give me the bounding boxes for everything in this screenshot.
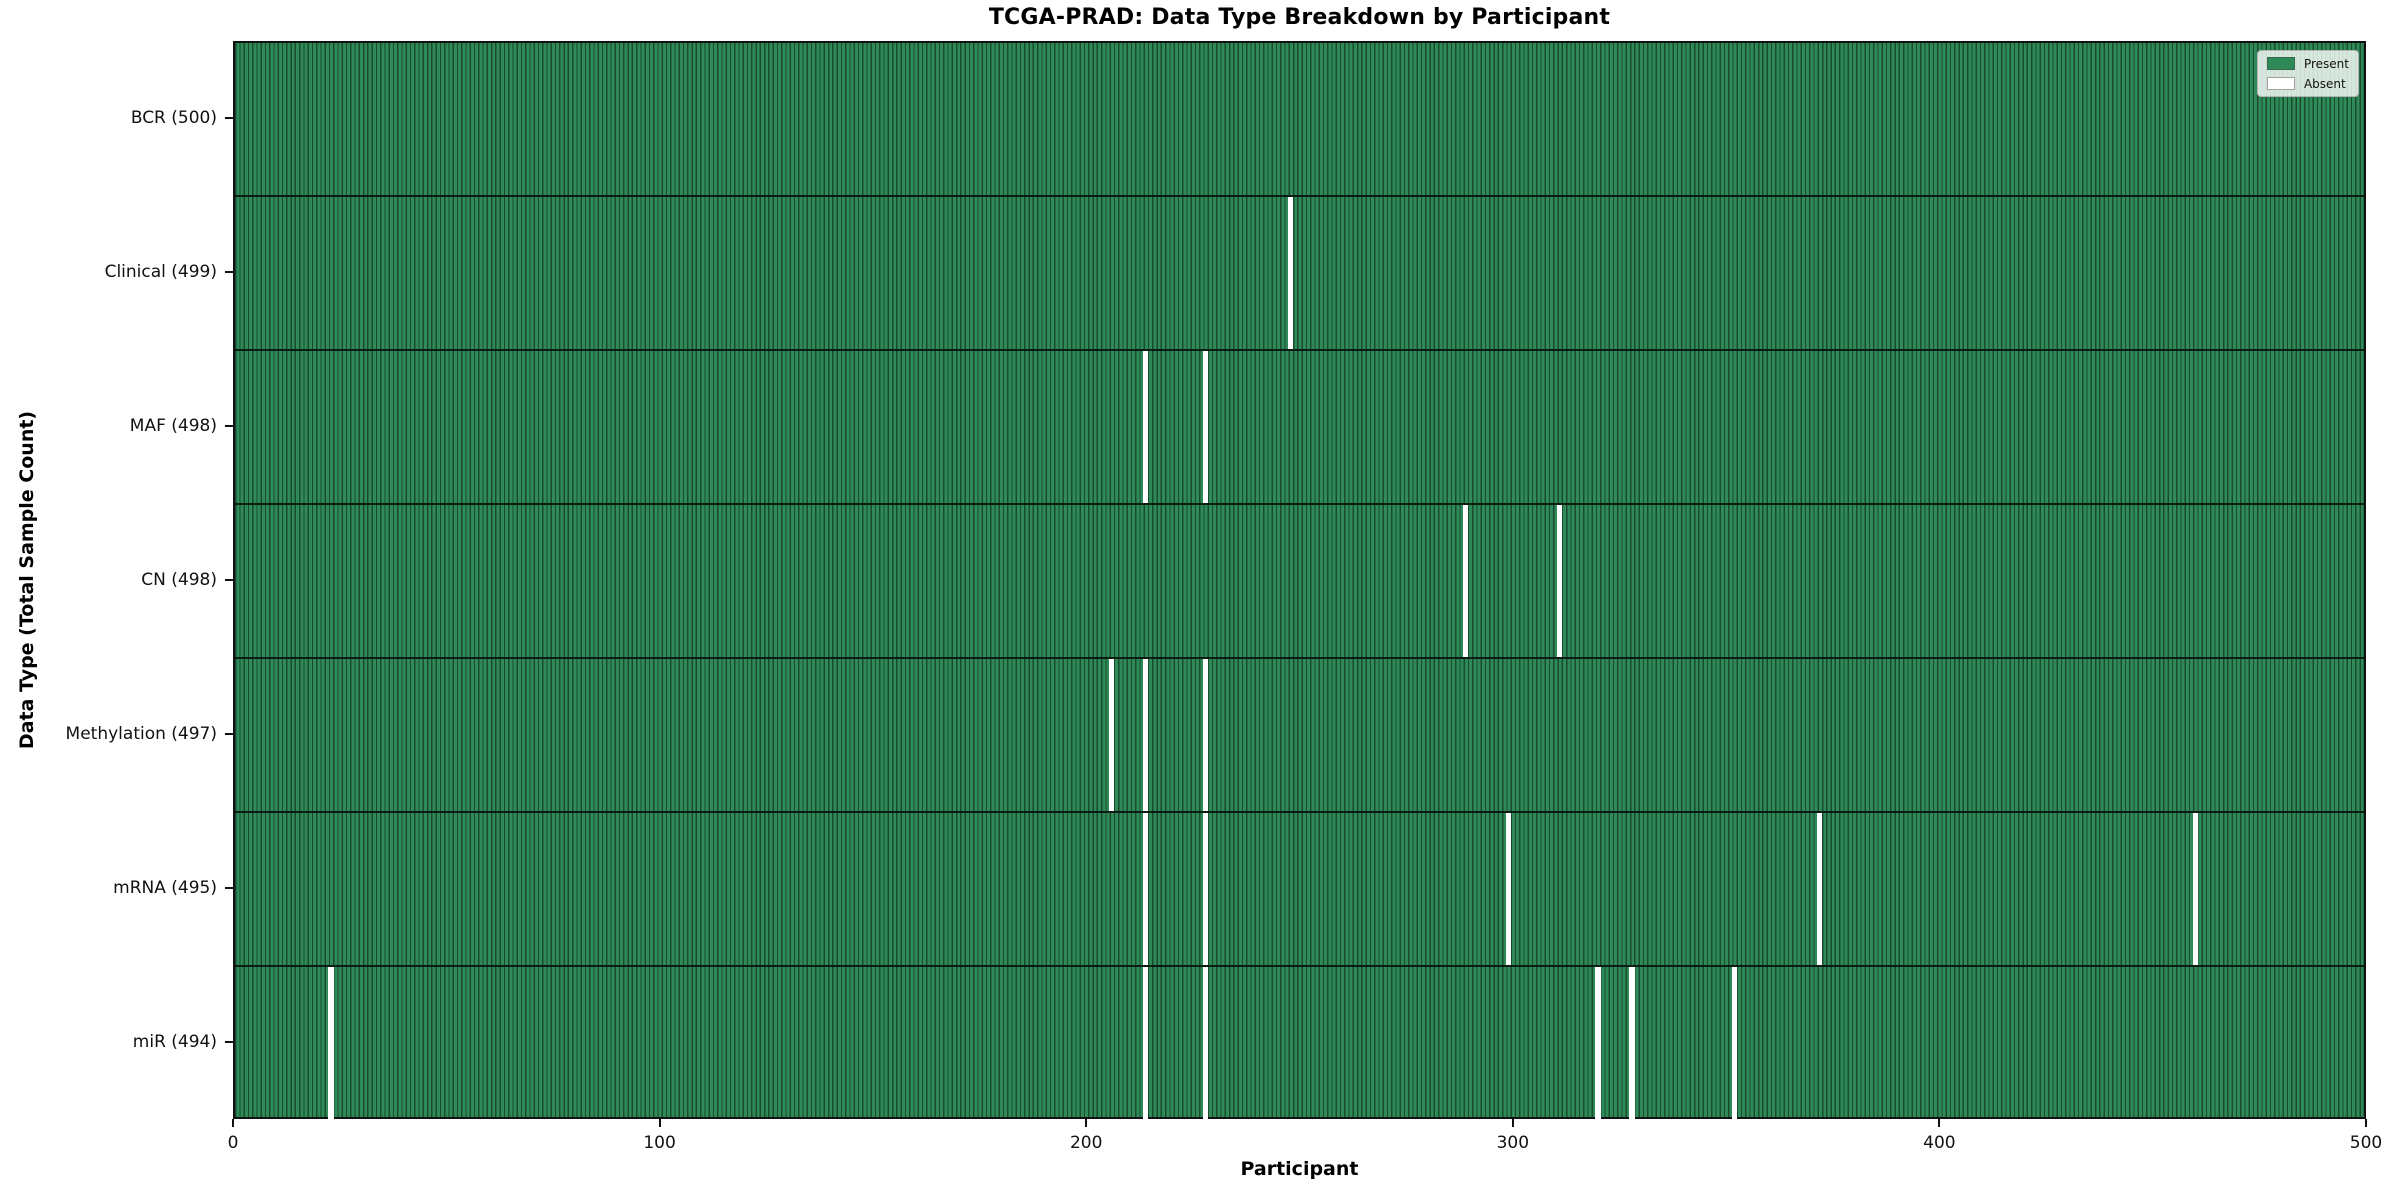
absent-gap-cn-288 bbox=[1463, 505, 1469, 657]
y-tick-label-maf: MAF (498) bbox=[129, 416, 217, 436]
y-tick-mrna bbox=[225, 887, 233, 889]
x-axis-label: Participant bbox=[1240, 1158, 1359, 1180]
legend-label-absent: Absent bbox=[2303, 76, 2346, 91]
x-tick-label-0: 0 bbox=[227, 1133, 239, 1153]
absent-gap-mrna-371 bbox=[1817, 813, 1823, 965]
x-tick-100 bbox=[658, 1119, 661, 1127]
absent-gap-mir-351 bbox=[1731, 967, 1738, 1121]
absent-gap-maf-213 bbox=[1143, 351, 1149, 503]
x-tick-label-100: 100 bbox=[643, 1133, 676, 1153]
chart-title: TCGA-PRAD: Data Type Breakdown by Partic… bbox=[988, 5, 1611, 30]
legend-entry-present: Present bbox=[2266, 56, 2349, 71]
heatmap-row-clinical bbox=[235, 197, 2364, 351]
y-tick-label-mir: miR (494) bbox=[132, 1032, 217, 1052]
absent-gap-mir-327 bbox=[1629, 967, 1635, 1121]
plot-area: Present Absent bbox=[233, 41, 2366, 1121]
y-tick-label-cn: CN (498) bbox=[141, 570, 217, 590]
x-tick-label-300: 300 bbox=[1496, 1133, 1530, 1153]
y-tick-clinical bbox=[225, 271, 233, 273]
absent-gap-methylation-205 bbox=[1109, 659, 1115, 811]
x-tick-300 bbox=[1511, 1119, 1514, 1127]
y-tick-label-clinical: Clinical (499) bbox=[104, 262, 217, 282]
y-tick-mir bbox=[225, 1041, 233, 1043]
x-tick-200 bbox=[1085, 1119, 1088, 1127]
absent-gap-clinical-247 bbox=[1288, 197, 1294, 349]
heatmap-row-bcr bbox=[235, 43, 2364, 197]
heatmap-row-mrna bbox=[235, 813, 2364, 967]
legend-entry-absent: Absent bbox=[2266, 76, 2349, 91]
legend-swatch-absent-icon bbox=[2266, 77, 2295, 90]
y-tick-label-methylation: Methylation (497) bbox=[65, 724, 217, 744]
absent-gap-mir-227 bbox=[1202, 967, 1209, 1121]
x-tick-label-400: 400 bbox=[1923, 1133, 1956, 1153]
heatmap-row-mir bbox=[235, 967, 2364, 1121]
x-tick-label-200: 200 bbox=[1069, 1133, 1103, 1153]
x-tick-500 bbox=[2365, 1119, 2367, 1127]
legend: Present Absent bbox=[2256, 50, 2359, 97]
y-tick-maf bbox=[225, 425, 233, 427]
legend-swatch-present-icon bbox=[2266, 57, 2295, 70]
absent-gap-methylation-213 bbox=[1143, 659, 1149, 811]
x-tick-label-500: 500 bbox=[2349, 1133, 2383, 1153]
y-tick-label-mrna: mRNA (495) bbox=[113, 878, 217, 898]
legend-label-present: Present bbox=[2303, 56, 2349, 71]
absent-gap-mrna-298 bbox=[1505, 813, 1512, 965]
x-tick-0 bbox=[232, 1119, 234, 1127]
y-tick-label-bcr: BCR (500) bbox=[130, 108, 217, 128]
y-tick-methylation bbox=[225, 733, 233, 735]
absent-gap-maf-227 bbox=[1202, 351, 1209, 503]
y-tick-bcr bbox=[225, 117, 233, 119]
absent-gap-mir-213 bbox=[1143, 967, 1149, 1121]
absent-gap-mrna-227 bbox=[1202, 813, 1209, 965]
absent-gap-mrna-459 bbox=[2192, 813, 2198, 965]
heatmap-row-maf bbox=[235, 351, 2364, 505]
absent-gap-mir-319 bbox=[1595, 967, 1601, 1121]
absent-gap-mrna-213 bbox=[1143, 813, 1149, 965]
x-tick-400 bbox=[1938, 1119, 1941, 1127]
y-tick-cn bbox=[225, 579, 233, 581]
heatmap-row-cn bbox=[235, 505, 2364, 659]
heatmap-row-methylation bbox=[235, 659, 2364, 813]
absent-gap-methylation-227 bbox=[1202, 659, 1209, 811]
absent-gap-cn-310 bbox=[1556, 505, 1563, 657]
absent-gap-mir-22 bbox=[328, 967, 334, 1121]
